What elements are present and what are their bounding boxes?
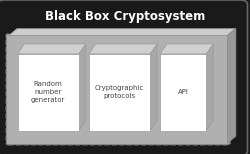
- Polygon shape: [150, 44, 157, 131]
- Polygon shape: [18, 44, 86, 54]
- Polygon shape: [89, 44, 157, 54]
- Bar: [160, 54, 206, 131]
- Text: API: API: [178, 89, 188, 95]
- Polygon shape: [228, 28, 236, 143]
- Text: Black Box Cryptosystem: Black Box Cryptosystem: [45, 10, 205, 23]
- FancyBboxPatch shape: [6, 34, 230, 145]
- Bar: [18, 54, 79, 131]
- Polygon shape: [160, 44, 213, 54]
- Polygon shape: [79, 44, 86, 131]
- Polygon shape: [9, 28, 236, 35]
- Text: Random
number
generator: Random number generator: [31, 81, 65, 103]
- Bar: [89, 54, 150, 131]
- Text: Cryptographic
protocols: Cryptographic protocols: [95, 85, 144, 99]
- Polygon shape: [206, 44, 213, 131]
